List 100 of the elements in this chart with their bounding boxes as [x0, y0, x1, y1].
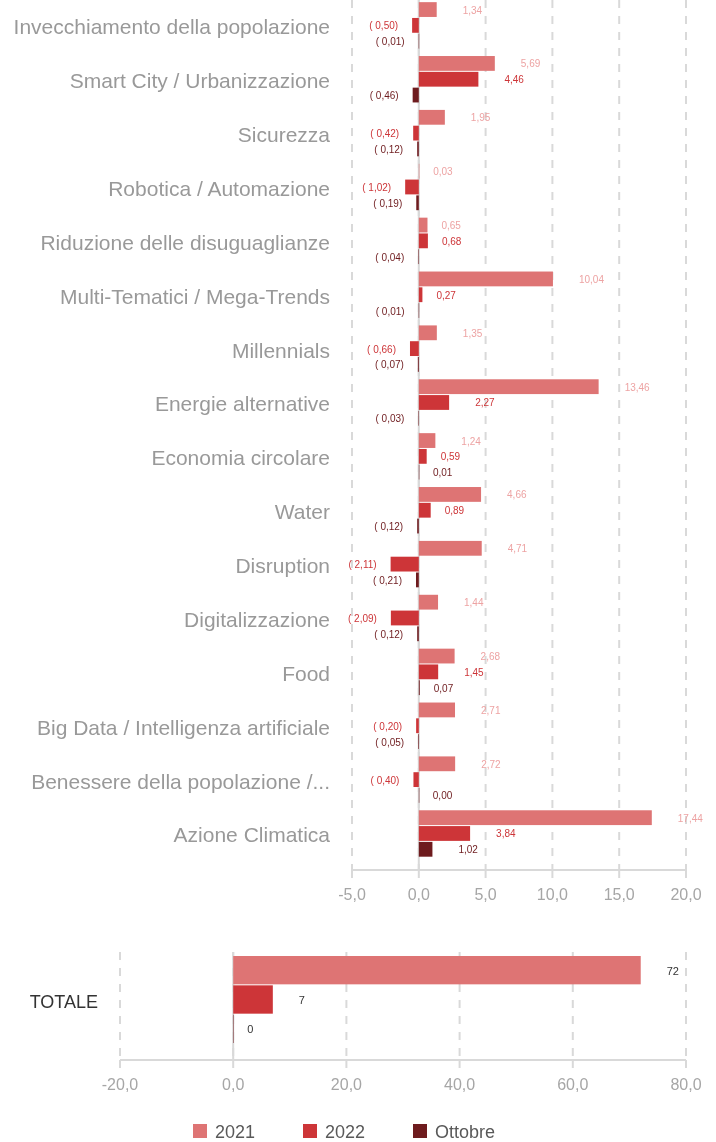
data-label: 2,27: [475, 397, 496, 409]
data-label: 1,95: [470, 112, 491, 124]
y-tick-label: Food: [282, 661, 330, 685]
data-label: 3,84: [496, 828, 516, 840]
data-label: ( 0,12): [374, 143, 404, 155]
data-label: ( 0,20): [373, 720, 403, 732]
bar: [390, 610, 419, 626]
bar: [390, 556, 419, 572]
bar: [413, 772, 419, 788]
x-tick-label: 0,0: [222, 1076, 245, 1093]
y-tick-label: Robotica / Automazione: [108, 176, 330, 200]
legend-label: 2021: [215, 1122, 256, 1142]
x-tick-label: 20,0: [670, 886, 702, 903]
bar: [412, 17, 419, 33]
data-label: 1,34: [462, 4, 483, 16]
y-tick-label: Benessere della popolazione /...: [31, 769, 330, 793]
bar: [418, 325, 437, 341]
x-tick-label: 10,0: [536, 886, 569, 903]
data-label: 1,24: [461, 435, 482, 447]
data-label: ( 0,12): [374, 521, 404, 533]
bar: [418, 271, 553, 287]
legend-label: 2022: [325, 1122, 366, 1142]
legend-label: Ottobre: [435, 1122, 496, 1142]
bar: [405, 179, 419, 195]
data-label: 0,65: [441, 220, 462, 232]
data-label: ( 0,21): [373, 574, 402, 586]
data-label: ( 0,01): [375, 305, 405, 317]
data-label: 1,45: [464, 666, 485, 678]
data-label: 1,02: [458, 844, 479, 856]
data-label: ( 0,03): [375, 413, 405, 425]
data-label: ( 0,05): [375, 736, 405, 748]
bar: [418, 648, 455, 664]
data-label: 0,01: [432, 467, 453, 479]
bar: [412, 87, 419, 103]
x-tick-label: 5,0: [474, 886, 497, 903]
data-label: 0,59: [440, 451, 461, 463]
bar: [418, 109, 445, 125]
data-label: 7: [298, 993, 305, 1006]
bar: [416, 718, 419, 734]
data-label: 0,89: [444, 505, 465, 517]
data-label: ( 0,42): [370, 128, 400, 140]
data-label: 2,68: [480, 651, 501, 663]
x-tick-label: 60,0: [557, 1076, 589, 1093]
data-label: ( 0,50): [369, 20, 399, 32]
data-label: ( 0,12): [374, 628, 404, 640]
bar: [418, 664, 439, 680]
bar: [418, 841, 433, 857]
data-label: 72: [666, 964, 679, 977]
bar: [418, 233, 428, 249]
data-label: ( 2,09): [347, 612, 377, 624]
x-tick-label: -20,0: [101, 1076, 139, 1093]
bar: [415, 572, 419, 588]
x-tick-label: 15,0: [603, 886, 635, 903]
data-label: ( 0,01): [375, 36, 405, 48]
bar: [418, 540, 482, 556]
y-tick-label: Digitalizzazione: [184, 607, 330, 631]
bar: [418, 702, 456, 718]
data-label: 0,07: [433, 682, 454, 694]
y-tick-label: Smart City / Urbanizzazione: [69, 69, 330, 93]
x-tick-label: 40,0: [444, 1076, 476, 1093]
data-label: ( 0,07): [374, 359, 404, 371]
data-label: ( 0,66): [367, 343, 396, 355]
y-tick-label: Big Data / Intelligenza artificiale: [37, 715, 330, 739]
data-label: 4,46: [504, 74, 525, 86]
y-tick-label: Sicurezza: [237, 123, 331, 147]
bar: [409, 341, 419, 357]
bar: [418, 71, 479, 87]
bar: [418, 395, 450, 410]
data-label: 17,44: [677, 812, 704, 824]
y-tick-label: Economia circolare: [151, 446, 330, 470]
y-tick-label: Riduzione delle disuguaglianze: [40, 230, 330, 254]
data-label: 4,66: [507, 489, 527, 501]
data-label: 0,27: [436, 289, 457, 301]
bar: [418, 2, 437, 17]
data-label: ( 0,19): [373, 197, 403, 209]
y-tick-label: Multi-Tematici / Mega-Trends: [60, 284, 330, 308]
y-tick-label: Energie alternative: [154, 392, 330, 416]
x-tick-label: 20,0: [330, 1076, 363, 1093]
bar: [233, 956, 641, 985]
bar: [418, 487, 482, 502]
data-label: 5,69: [520, 58, 541, 70]
y-tick-label: TOTALE: [29, 992, 98, 1013]
data-label: 0,00: [432, 790, 453, 802]
bar: [413, 125, 419, 141]
y-tick-label: Invecchiamento della popolazione: [13, 15, 330, 39]
data-label: ( 1,02): [362, 181, 392, 193]
data-label: 2,72: [481, 758, 502, 770]
bar: [418, 433, 436, 448]
bar: [416, 195, 419, 211]
bar: [418, 810, 652, 826]
bar: [418, 502, 431, 518]
data-label: 13,46: [624, 381, 651, 393]
data-label: ( 2,11): [348, 559, 377, 571]
bar: [418, 56, 495, 71]
data-label: 0,03: [433, 166, 454, 178]
bar: [418, 826, 471, 841]
data-label: 0,68: [441, 235, 462, 247]
data-label: ( 0,04): [375, 251, 405, 263]
x-tick-label: 0,0: [407, 886, 431, 903]
x-tick-label: 80,0: [670, 1076, 702, 1093]
